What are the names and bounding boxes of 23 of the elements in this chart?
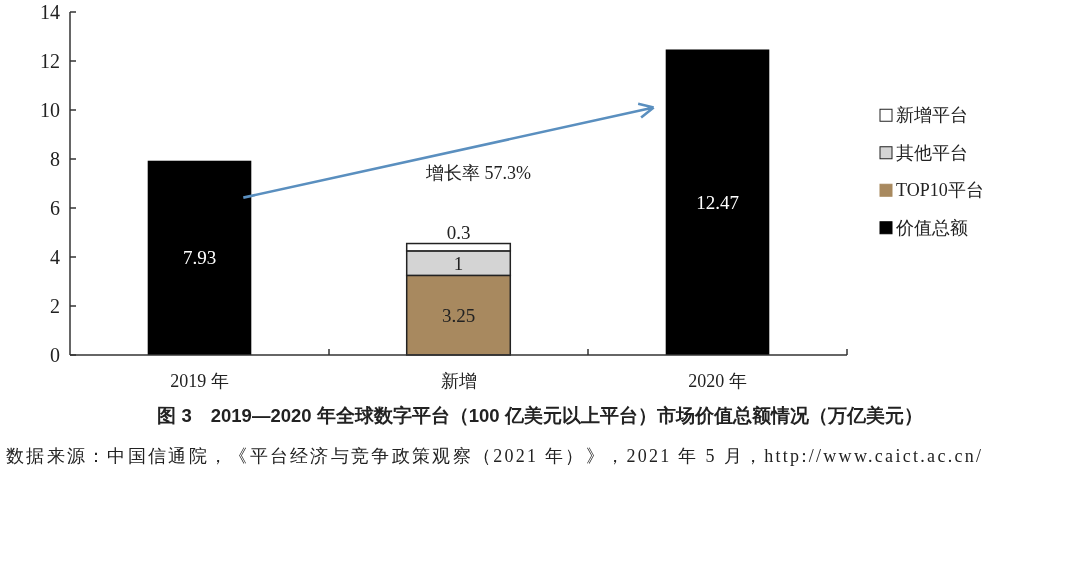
y-tick-label: 12 [40,50,60,72]
x-tick-label: 2019 年 [170,371,229,391]
y-tick-label: 14 [40,1,60,23]
y-tick-label: 10 [40,99,60,121]
y-tick-label: 6 [50,197,60,219]
data-label: 1 [453,252,464,274]
legend-label: 其他平台 [896,142,968,163]
data-label: 12.47 [696,191,739,213]
annotation: 增长率 57.3% [426,162,531,183]
legend-label: 价值总额 [895,217,968,238]
x-tick-label: 2020 年 [688,371,747,391]
legend-label: 新增平台 [896,105,968,126]
data-label: 0.3 [446,221,471,243]
y-tick-label: 0 [50,344,60,366]
data-label: 3.25 [441,304,476,326]
annotation: 数据来源：中国信通院，《平台经济与竞争政策观察（2021 年）》，2021 年 5 月，http://www.caict.ac.cn/ [6,446,984,466]
title: 图 3 2019—2020 年全球数字平台（100 亿美元以上平台）市场价值总额情况（万亿美元） [157,405,923,426]
data-label: 7.93 [182,247,217,269]
legend-label: TOP10平台 [896,180,984,201]
x-tick-label: 新增 [440,371,477,391]
y-tick-label: 8 [50,148,60,170]
y-tick-label: 2 [50,295,60,317]
y-tick-label: 4 [50,246,60,268]
